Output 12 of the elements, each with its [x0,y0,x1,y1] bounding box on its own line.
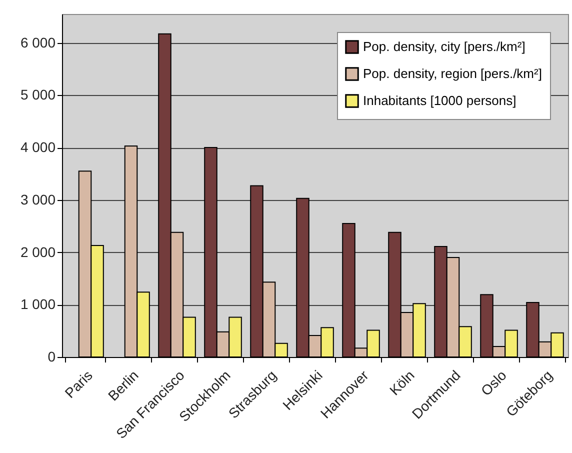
x-tick-label: Köln [386,367,418,398]
y-tick-label: 6 000 [20,34,56,50]
y-tick-label: 1 000 [20,296,56,312]
legend-label: Pop. density, city [pers./km²] [363,39,526,54]
x-tick-label: Oslo [478,366,510,399]
y-tick-label: 3 000 [20,191,56,208]
legend-label: Pop. density, region [pers./km²] [363,66,542,81]
y-tick-label: 4 000 [20,139,56,156]
y-tick-label: 2 000 [20,244,56,260]
y-tick-label: 0 [48,348,56,364]
y-tick-label: 5 000 [20,86,56,103]
legend-label: Inhabitants [1000 persons] [363,93,516,108]
